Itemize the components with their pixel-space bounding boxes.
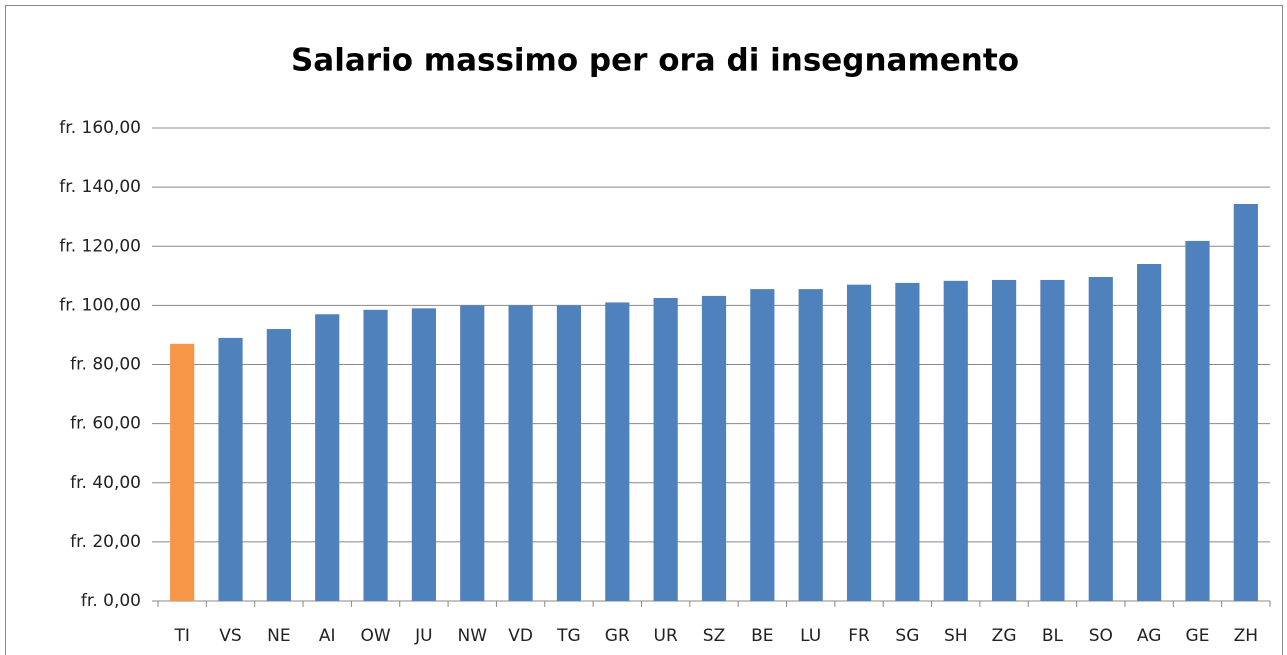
x-tick-label: BE [751,626,773,646]
x-tick-label: TG [556,626,581,646]
bar [1233,203,1258,601]
bar [266,329,291,601]
x-tick-label: SO [1089,626,1113,646]
x-tick-label: VD [508,626,533,646]
bar [750,289,775,601]
bar [798,289,823,601]
bar [605,302,630,601]
x-tick-label: GR [605,626,630,646]
x-tick-label: TI [173,626,189,646]
x-tick-label: VS [219,626,241,646]
bar [411,308,436,601]
bar [992,279,1017,601]
x-tick-label: FR [848,626,870,646]
bar [1088,276,1113,601]
bar [1137,263,1162,601]
x-tick-label: AI [319,626,336,646]
y-tick-label: fr. 140,00 [59,177,141,197]
bar [701,295,727,601]
x-tick-label: JU [414,626,432,646]
y-tick-label: fr. 40,00 [70,473,141,493]
x-tick-label: SZ [703,626,725,646]
x-tick-label: ZH [1234,626,1258,646]
x-tick-label: LU [800,626,821,646]
bar [1040,279,1065,601]
x-tick-label: ZG [992,626,1017,646]
bar [363,309,388,601]
bar [943,280,968,601]
y-tick-label: fr. 100,00 [59,295,141,315]
x-tick-label: OW [360,626,390,646]
chart-border [5,5,1283,655]
x-tick-label: GE [1186,626,1210,646]
y-tick-label: fr. 80,00 [70,355,141,375]
x-tick-label: NW [457,626,487,646]
bar [1185,240,1210,601]
bar [170,343,195,601]
bar [895,282,920,601]
y-tick-label: fr. 60,00 [70,414,141,434]
x-tick-label: AG [1137,626,1162,646]
y-tick-label: fr. 20,00 [70,532,141,552]
x-tick-label: NE [267,626,290,646]
bar [315,314,340,601]
y-tick-label: fr. 160,00 [59,118,141,138]
chart-title: Salario massimo per ora di insegnamento [291,43,1019,79]
x-tick-label: BL [1042,626,1064,646]
y-tick-label: fr. 0,00 [81,591,141,611]
bar [218,337,243,601]
bar [460,305,485,601]
x-tick-label: SG [895,626,919,646]
bar [556,305,582,601]
bar [846,284,872,601]
y-tick-label: fr. 120,00 [59,236,141,256]
x-tick-label: SH [944,626,968,646]
bar [508,305,533,601]
x-tick-label: UR [654,626,678,646]
bar [653,297,678,601]
